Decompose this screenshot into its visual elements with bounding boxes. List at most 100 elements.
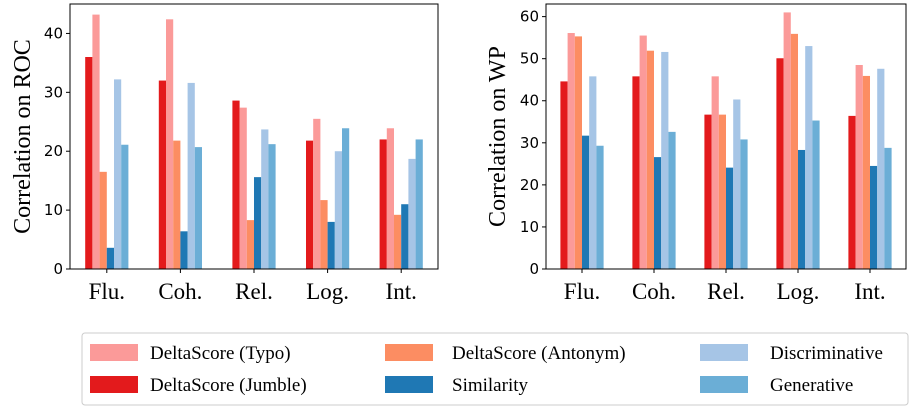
y-tick-label: 50 bbox=[520, 50, 539, 68]
y-tick-label: 20 bbox=[44, 142, 63, 160]
bar-similarity-0 bbox=[106, 247, 114, 269]
bar-discriminative-2 bbox=[733, 99, 741, 269]
bar-typo-4 bbox=[855, 64, 863, 270]
bar-antonym-0 bbox=[99, 171, 107, 269]
bar-similarity-2 bbox=[254, 177, 262, 269]
bar-discriminative-1 bbox=[187, 82, 195, 269]
bar-typo-0 bbox=[92, 14, 100, 269]
bar-similarity-2 bbox=[726, 167, 734, 269]
x-tick-label: Coh. bbox=[158, 279, 202, 304]
bar-discriminative-0 bbox=[114, 79, 122, 269]
legend-label-antonym: DeltaScore (Antonym) bbox=[452, 343, 626, 364]
bar-discriminative-3 bbox=[334, 151, 342, 269]
bar-jumble-3 bbox=[776, 58, 784, 270]
bar-generative-3 bbox=[342, 128, 350, 269]
bar-typo-0 bbox=[567, 33, 575, 269]
x-tick-label: Rel. bbox=[235, 279, 273, 304]
bar-generative-4 bbox=[884, 147, 892, 269]
legend-label-discriminative: Discriminative bbox=[770, 343, 883, 364]
bar-discriminative-2 bbox=[261, 129, 269, 269]
bar-jumble-0 bbox=[560, 81, 568, 270]
y-tick-label: 10 bbox=[44, 201, 63, 219]
y-tick-label: 0 bbox=[529, 260, 539, 278]
bar-generative-1 bbox=[194, 147, 202, 269]
x-tick-label: Int. bbox=[854, 279, 885, 304]
bar-generative-0 bbox=[121, 144, 129, 269]
y-tick-label: 0 bbox=[53, 260, 63, 278]
bar-typo-2 bbox=[711, 76, 719, 269]
bar-generative-4 bbox=[415, 139, 423, 269]
bar-jumble-2 bbox=[704, 114, 712, 269]
x-tick-label: Log. bbox=[777, 279, 820, 304]
x-tick-label: Flu. bbox=[564, 279, 600, 304]
x-tick-label: Rel. bbox=[707, 279, 745, 304]
y-tick-label: 30 bbox=[520, 134, 539, 152]
legend-swatch-generative bbox=[700, 376, 748, 393]
bar-similarity-4 bbox=[870, 165, 878, 269]
y-tick-label: 40 bbox=[44, 24, 63, 42]
bar-jumble-3 bbox=[306, 140, 314, 269]
bar-antonym-1 bbox=[646, 50, 654, 269]
bar-antonym-1 bbox=[173, 140, 181, 269]
y-tick-label: 10 bbox=[520, 218, 539, 236]
bar-generative-3 bbox=[812, 120, 820, 270]
bar-jumble-4 bbox=[379, 139, 387, 269]
legend-label-typo: DeltaScore (Typo) bbox=[150, 343, 291, 364]
bar-jumble-1 bbox=[632, 76, 640, 269]
x-tick-label: Flu. bbox=[89, 279, 125, 304]
bar-discriminative-1 bbox=[661, 51, 669, 270]
x-tick-label: Coh. bbox=[632, 279, 676, 304]
legend-label-similarity: Similarity bbox=[452, 375, 529, 396]
legend-label-generative: Generative bbox=[770, 375, 853, 396]
y-axis-label: Correlation on WP bbox=[485, 46, 511, 227]
bar-similarity-3 bbox=[798, 149, 806, 269]
bar-discriminative-0 bbox=[589, 76, 597, 269]
bar-discriminative-4 bbox=[877, 68, 885, 269]
y-tick-label: 30 bbox=[44, 83, 63, 101]
bar-jumble-4 bbox=[848, 115, 856, 269]
bar-similarity-1 bbox=[180, 231, 188, 269]
bar-similarity-1 bbox=[654, 157, 662, 269]
wp-panel: 0 10 20 30 40 50 60 Flu. Coh. Rel. Log. Int. Correla… bbox=[485, 3, 907, 304]
bar-typo-2 bbox=[239, 107, 247, 269]
bar-antonym-4 bbox=[394, 214, 402, 269]
y-axis-label: Correlation on ROC bbox=[10, 39, 36, 234]
bar-jumble-2 bbox=[232, 100, 240, 269]
bar-generative-2 bbox=[268, 144, 276, 269]
bar-similarity-3 bbox=[327, 221, 335, 269]
bar-generative-0 bbox=[596, 145, 604, 269]
legend-swatch-discriminative bbox=[700, 344, 748, 361]
legend-swatch-jumble bbox=[90, 376, 138, 393]
legend: DeltaScore (Typo) DeltaScore (Jumble) Delt… bbox=[81, 332, 909, 406]
bar-similarity-4 bbox=[401, 204, 409, 269]
bar-antonym-4 bbox=[862, 75, 870, 270]
bar-antonym-2 bbox=[718, 114, 726, 269]
bar-similarity-0 bbox=[582, 135, 590, 269]
bar-typo-1 bbox=[166, 19, 174, 270]
bar-generative-1 bbox=[668, 131, 676, 269]
y-tick-label: 40 bbox=[520, 92, 539, 110]
bar-jumble-0 bbox=[85, 57, 93, 269]
bar-typo-4 bbox=[386, 128, 394, 269]
legend-swatch-similarity bbox=[385, 376, 433, 393]
bar-antonym-0 bbox=[574, 36, 582, 269]
bar-antonym-2 bbox=[246, 220, 254, 269]
legend-label-jumble: DeltaScore (Jumble) bbox=[150, 375, 307, 396]
bar-typo-3 bbox=[313, 118, 321, 269]
x-tick-label: Int. bbox=[386, 279, 417, 304]
bar-typo-3 bbox=[783, 12, 791, 269]
bar-discriminative-4 bbox=[408, 158, 416, 269]
legend-swatch-typo bbox=[90, 344, 138, 361]
y-tick-label: 60 bbox=[520, 8, 539, 26]
legend-swatch-antonym bbox=[385, 344, 433, 361]
bar-typo-1 bbox=[639, 35, 647, 269]
bar-jumble-1 bbox=[158, 80, 166, 269]
roc-panel: 0 10 20 30 40 Flu. Coh. Rel. Log. Int. Correlation… bbox=[10, 3, 439, 304]
bar-discriminative-3 bbox=[805, 46, 813, 270]
y-tick-label: 20 bbox=[520, 176, 539, 194]
x-tick-label: Log. bbox=[306, 279, 349, 304]
bar-generative-2 bbox=[740, 139, 748, 269]
bar-antonym-3 bbox=[790, 33, 798, 270]
bar-antonym-3 bbox=[320, 200, 328, 269]
